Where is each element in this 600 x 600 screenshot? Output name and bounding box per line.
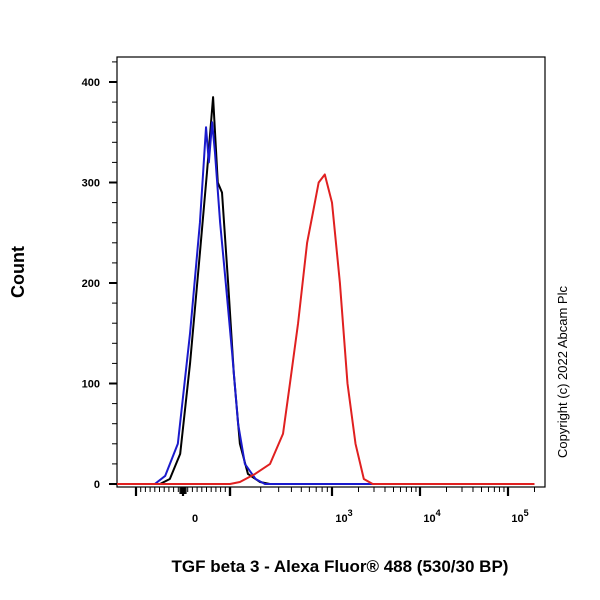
y-tick-label: 100: [82, 379, 100, 391]
x-tick-base: 0: [192, 513, 198, 525]
x-tick-label: 104: [423, 508, 440, 525]
y-tick-label: 0: [94, 479, 100, 491]
y-tick-label: 200: [82, 278, 100, 290]
x-tick-exponent: 5: [524, 508, 529, 518]
x-tick-base: 10: [335, 513, 347, 525]
histogram-series-3: [117, 173, 535, 485]
x-tick-exponent: 4: [436, 508, 441, 518]
plot-frame: [116, 56, 546, 488]
y-tick-label: 400: [82, 77, 100, 89]
x-tick-label: 105: [511, 508, 528, 525]
y-axis-label: Count: [8, 246, 28, 298]
y-tick-label: 300: [82, 178, 100, 190]
x-tick-exponent: 3: [348, 508, 353, 518]
x-tick-label: 0: [192, 513, 198, 525]
x-tick-label: 103: [335, 508, 352, 525]
copyright-annotation: Copyright (c) 2022 Abcam Plc: [555, 286, 570, 458]
x-tick-base: 10: [511, 513, 523, 525]
x-axis-label: TGF beta 3 - Alexa Fluor® 488 (530/30 BP…: [172, 557, 509, 576]
x-tick-base: 10: [423, 513, 435, 525]
histogram-series-2: [117, 121, 535, 485]
